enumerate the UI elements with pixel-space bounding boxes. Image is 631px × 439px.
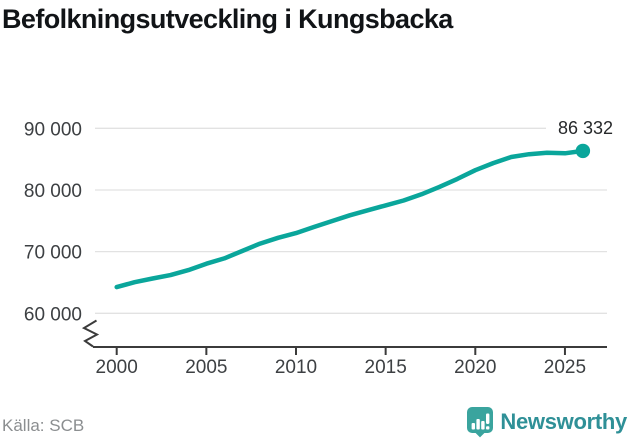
end-value-label: 86 332 — [558, 118, 613, 138]
bar-chart-exclamation-glyph — [472, 413, 490, 429]
newsworthy-bubble-icon — [467, 406, 494, 437]
x-axis-tick-label: 2005 — [185, 357, 227, 378]
population-line — [114, 148, 586, 290]
y-axis-tick-label: 90 000 — [24, 119, 82, 140]
end-point-marker — [575, 143, 591, 159]
end-value-label-bg — [546, 116, 616, 136]
x-axis-tick-label: 2015 — [365, 357, 407, 378]
newsworthy-logo[interactable]: Newsworthy — [467, 405, 627, 439]
y-axis-break-icon — [81, 319, 100, 348]
x-axis-tick-label: 2025 — [544, 357, 586, 378]
y-axis-tick-label: 80 000 — [24, 181, 82, 202]
y-axis-tick-label: 60 000 — [24, 304, 82, 325]
chart-title: Befolkningsutveckling i Kungsbacka — [2, 4, 453, 34]
x-axis-tick-label: 2010 — [275, 357, 317, 378]
x-axis-tick-label: 2000 — [96, 357, 138, 378]
gridlines-group: 60 000 70 000 80 000 90 000 — [24, 119, 607, 325]
x-axis-tick-label: 2020 — [454, 357, 496, 378]
newsworthy-wordmark: Newsworthy — [500, 409, 627, 434]
source-label: Källa: SCB — [2, 416, 85, 435]
y-axis-tick-label: 70 000 — [24, 243, 82, 264]
x-axis-ticks-group: 2000 2005 2010 2015 2020 2025 — [96, 347, 586, 378]
